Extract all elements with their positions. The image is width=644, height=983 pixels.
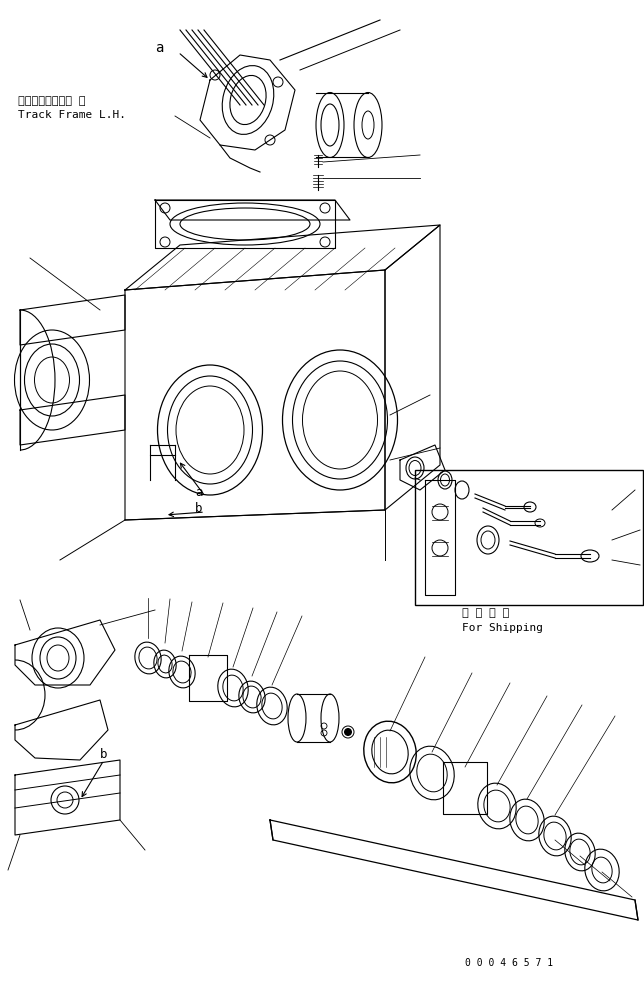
Text: Track Frame L.H.: Track Frame L.H. xyxy=(18,110,126,120)
Circle shape xyxy=(344,728,352,736)
Text: 連 携 部 品: 連 携 部 品 xyxy=(462,608,509,618)
Text: b: b xyxy=(195,501,202,514)
Text: 0 0 0 4 6 5 7 1: 0 0 0 4 6 5 7 1 xyxy=(465,958,553,968)
Text: For Shipping: For Shipping xyxy=(462,623,543,633)
Text: a: a xyxy=(155,41,164,55)
Text: a: a xyxy=(195,486,202,498)
Bar xyxy=(415,470,643,605)
Text: トラックフレーム 左: トラックフレーム 左 xyxy=(18,96,86,106)
Text: b: b xyxy=(100,747,108,761)
